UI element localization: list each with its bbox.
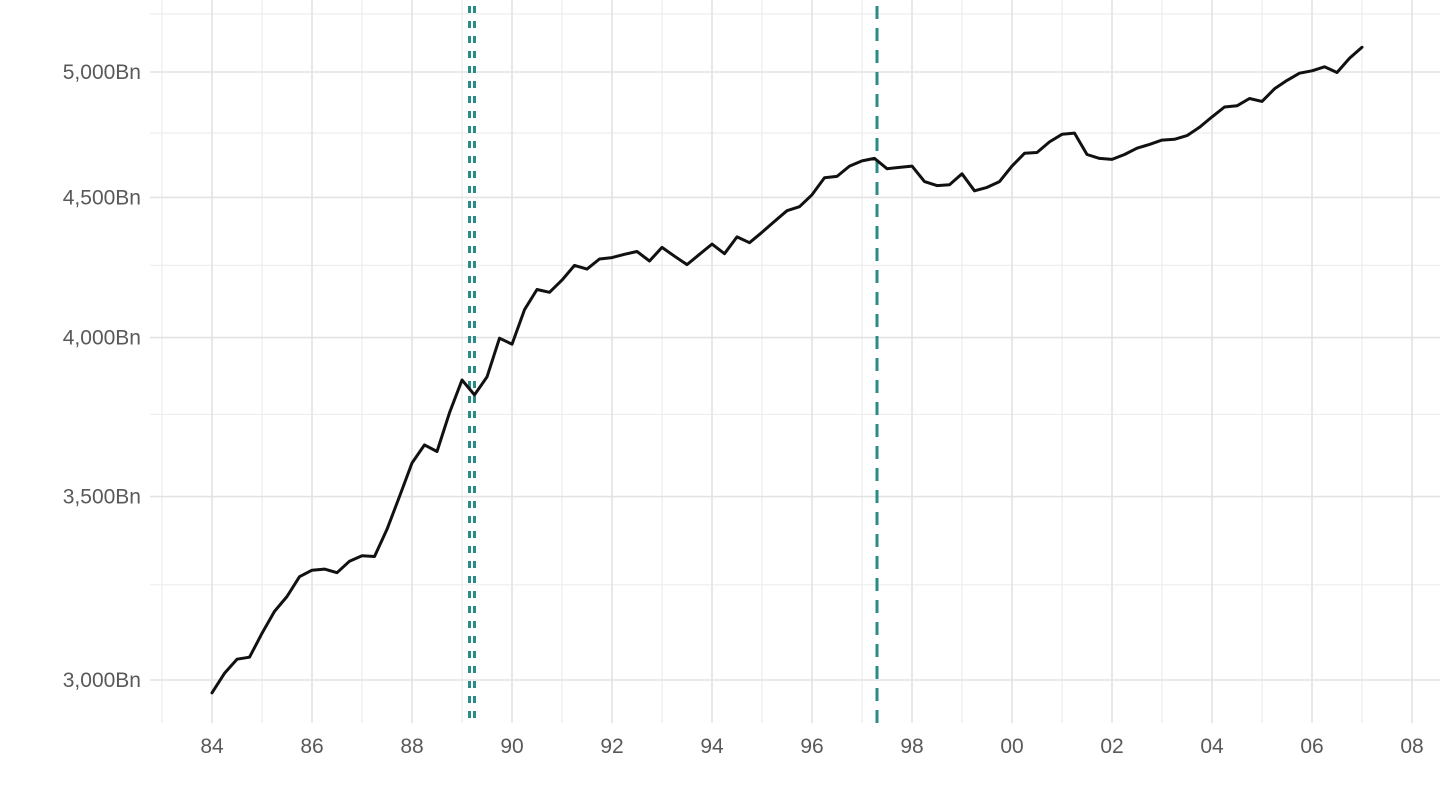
- y-tick-label: 4,500Bn: [63, 186, 141, 209]
- reference-dashed-lines: [468, 6, 879, 723]
- x-tick-label: 90: [500, 735, 523, 758]
- x-tick-label: 92: [600, 735, 623, 758]
- x-tick-label: 06: [1300, 735, 1323, 758]
- x-tick-label: 84: [200, 735, 224, 758]
- data-series: [210, 45, 1364, 695]
- y-tick-label: 3,000Bn: [63, 669, 141, 692]
- x-tick-label: 94: [700, 735, 724, 758]
- y-tick-label: 3,500Bn: [63, 486, 141, 509]
- x-tick-label: 00: [1000, 735, 1023, 758]
- x-tick-label: 96: [800, 735, 823, 758]
- gridlines-minor: [150, 0, 1440, 723]
- gridlines-major: [150, 0, 1440, 723]
- y-tick-label: 4,000Bn: [63, 327, 141, 350]
- x-axis-tick-labels: 84 86 88 90 92 94 96 98 00 02 04 06 08: [200, 735, 1423, 758]
- y-tick-label: 5,000Bn: [63, 61, 141, 84]
- x-tick-label: 04: [1200, 735, 1224, 758]
- x-tick-label: 08: [1400, 735, 1423, 758]
- x-tick-label: 02: [1100, 735, 1123, 758]
- x-tick-label: 86: [300, 735, 323, 758]
- x-tick-label: 88: [400, 735, 423, 758]
- y-axis-tick-labels: 5,000Bn 4,500Bn 4,000Bn 3,500Bn 3,000Bn: [63, 61, 141, 692]
- data-line-quarterly-level-bn: [210, 45, 1364, 695]
- x-tick-label: 98: [900, 735, 923, 758]
